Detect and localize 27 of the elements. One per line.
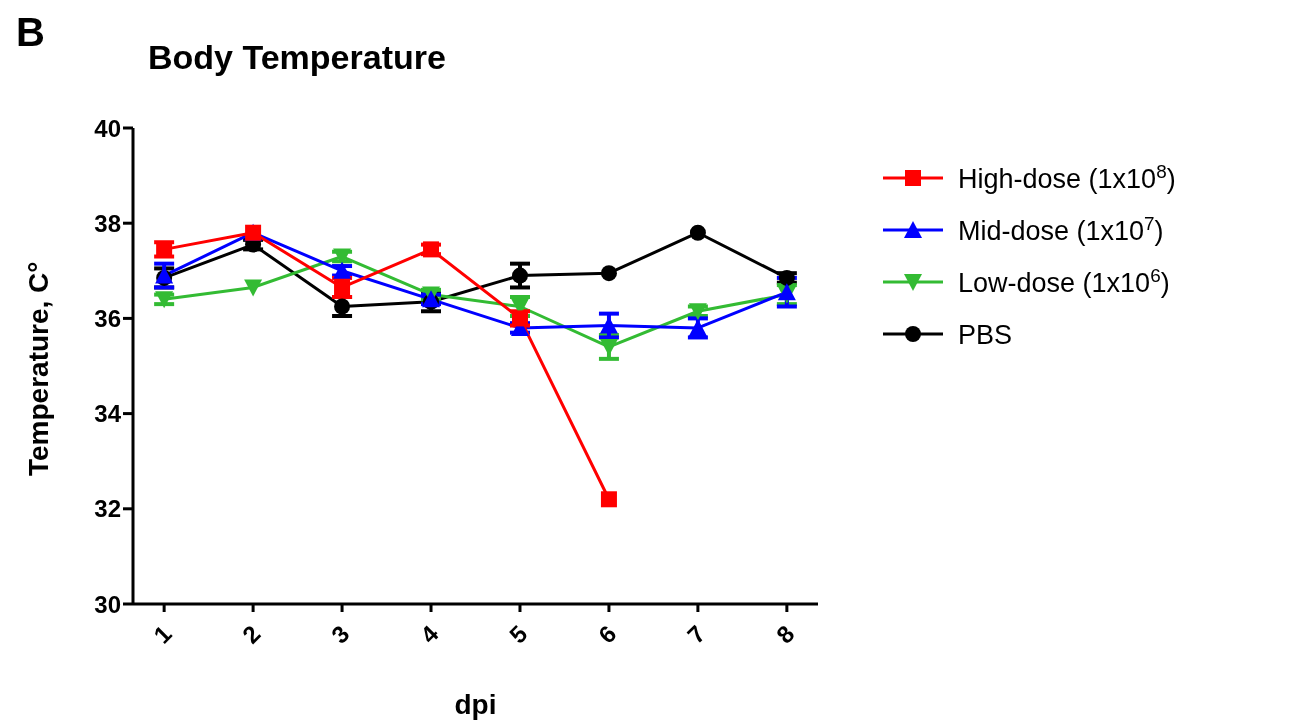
x-tick-label: 8 — [770, 619, 800, 649]
point — [689, 224, 706, 241]
x-axis-title: dpi — [454, 689, 497, 720]
legend-label: High-dose (1x10$^{8}$) — [958, 160, 1176, 194]
x-tick-label: 4 — [414, 619, 444, 649]
x-tick-label: 6 — [592, 619, 622, 649]
x-tick-label: 1 — [148, 619, 177, 649]
x-tick-label: 3 — [326, 619, 355, 649]
point — [244, 279, 263, 297]
y-tick-label: 40 — [94, 114, 121, 142]
chart-title: Body Temperature — [148, 38, 446, 77]
point — [600, 491, 617, 508]
x-tick-label: 5 — [503, 619, 533, 649]
y-tick-label: 34 — [94, 400, 122, 428]
y-axis-title: Temperature, C° — [22, 261, 54, 476]
point — [511, 267, 528, 284]
legend-label: Mid-dose (1x10$^{7}$) — [958, 212, 1164, 246]
x-tick-label: 7 — [681, 619, 711, 649]
point — [600, 265, 617, 282]
x-tick-label: 2 — [237, 619, 266, 649]
legend-label: PBS — [958, 320, 1013, 350]
y-tick-label: 38 — [94, 209, 121, 237]
y-tick-label: 30 — [94, 590, 121, 618]
text: B — [16, 10, 45, 55]
legend-label: Low-dose (1x10$^{6}$) — [958, 264, 1170, 298]
y-tick-label: 32 — [94, 495, 121, 523]
y-tick-label: 36 — [94, 304, 121, 332]
